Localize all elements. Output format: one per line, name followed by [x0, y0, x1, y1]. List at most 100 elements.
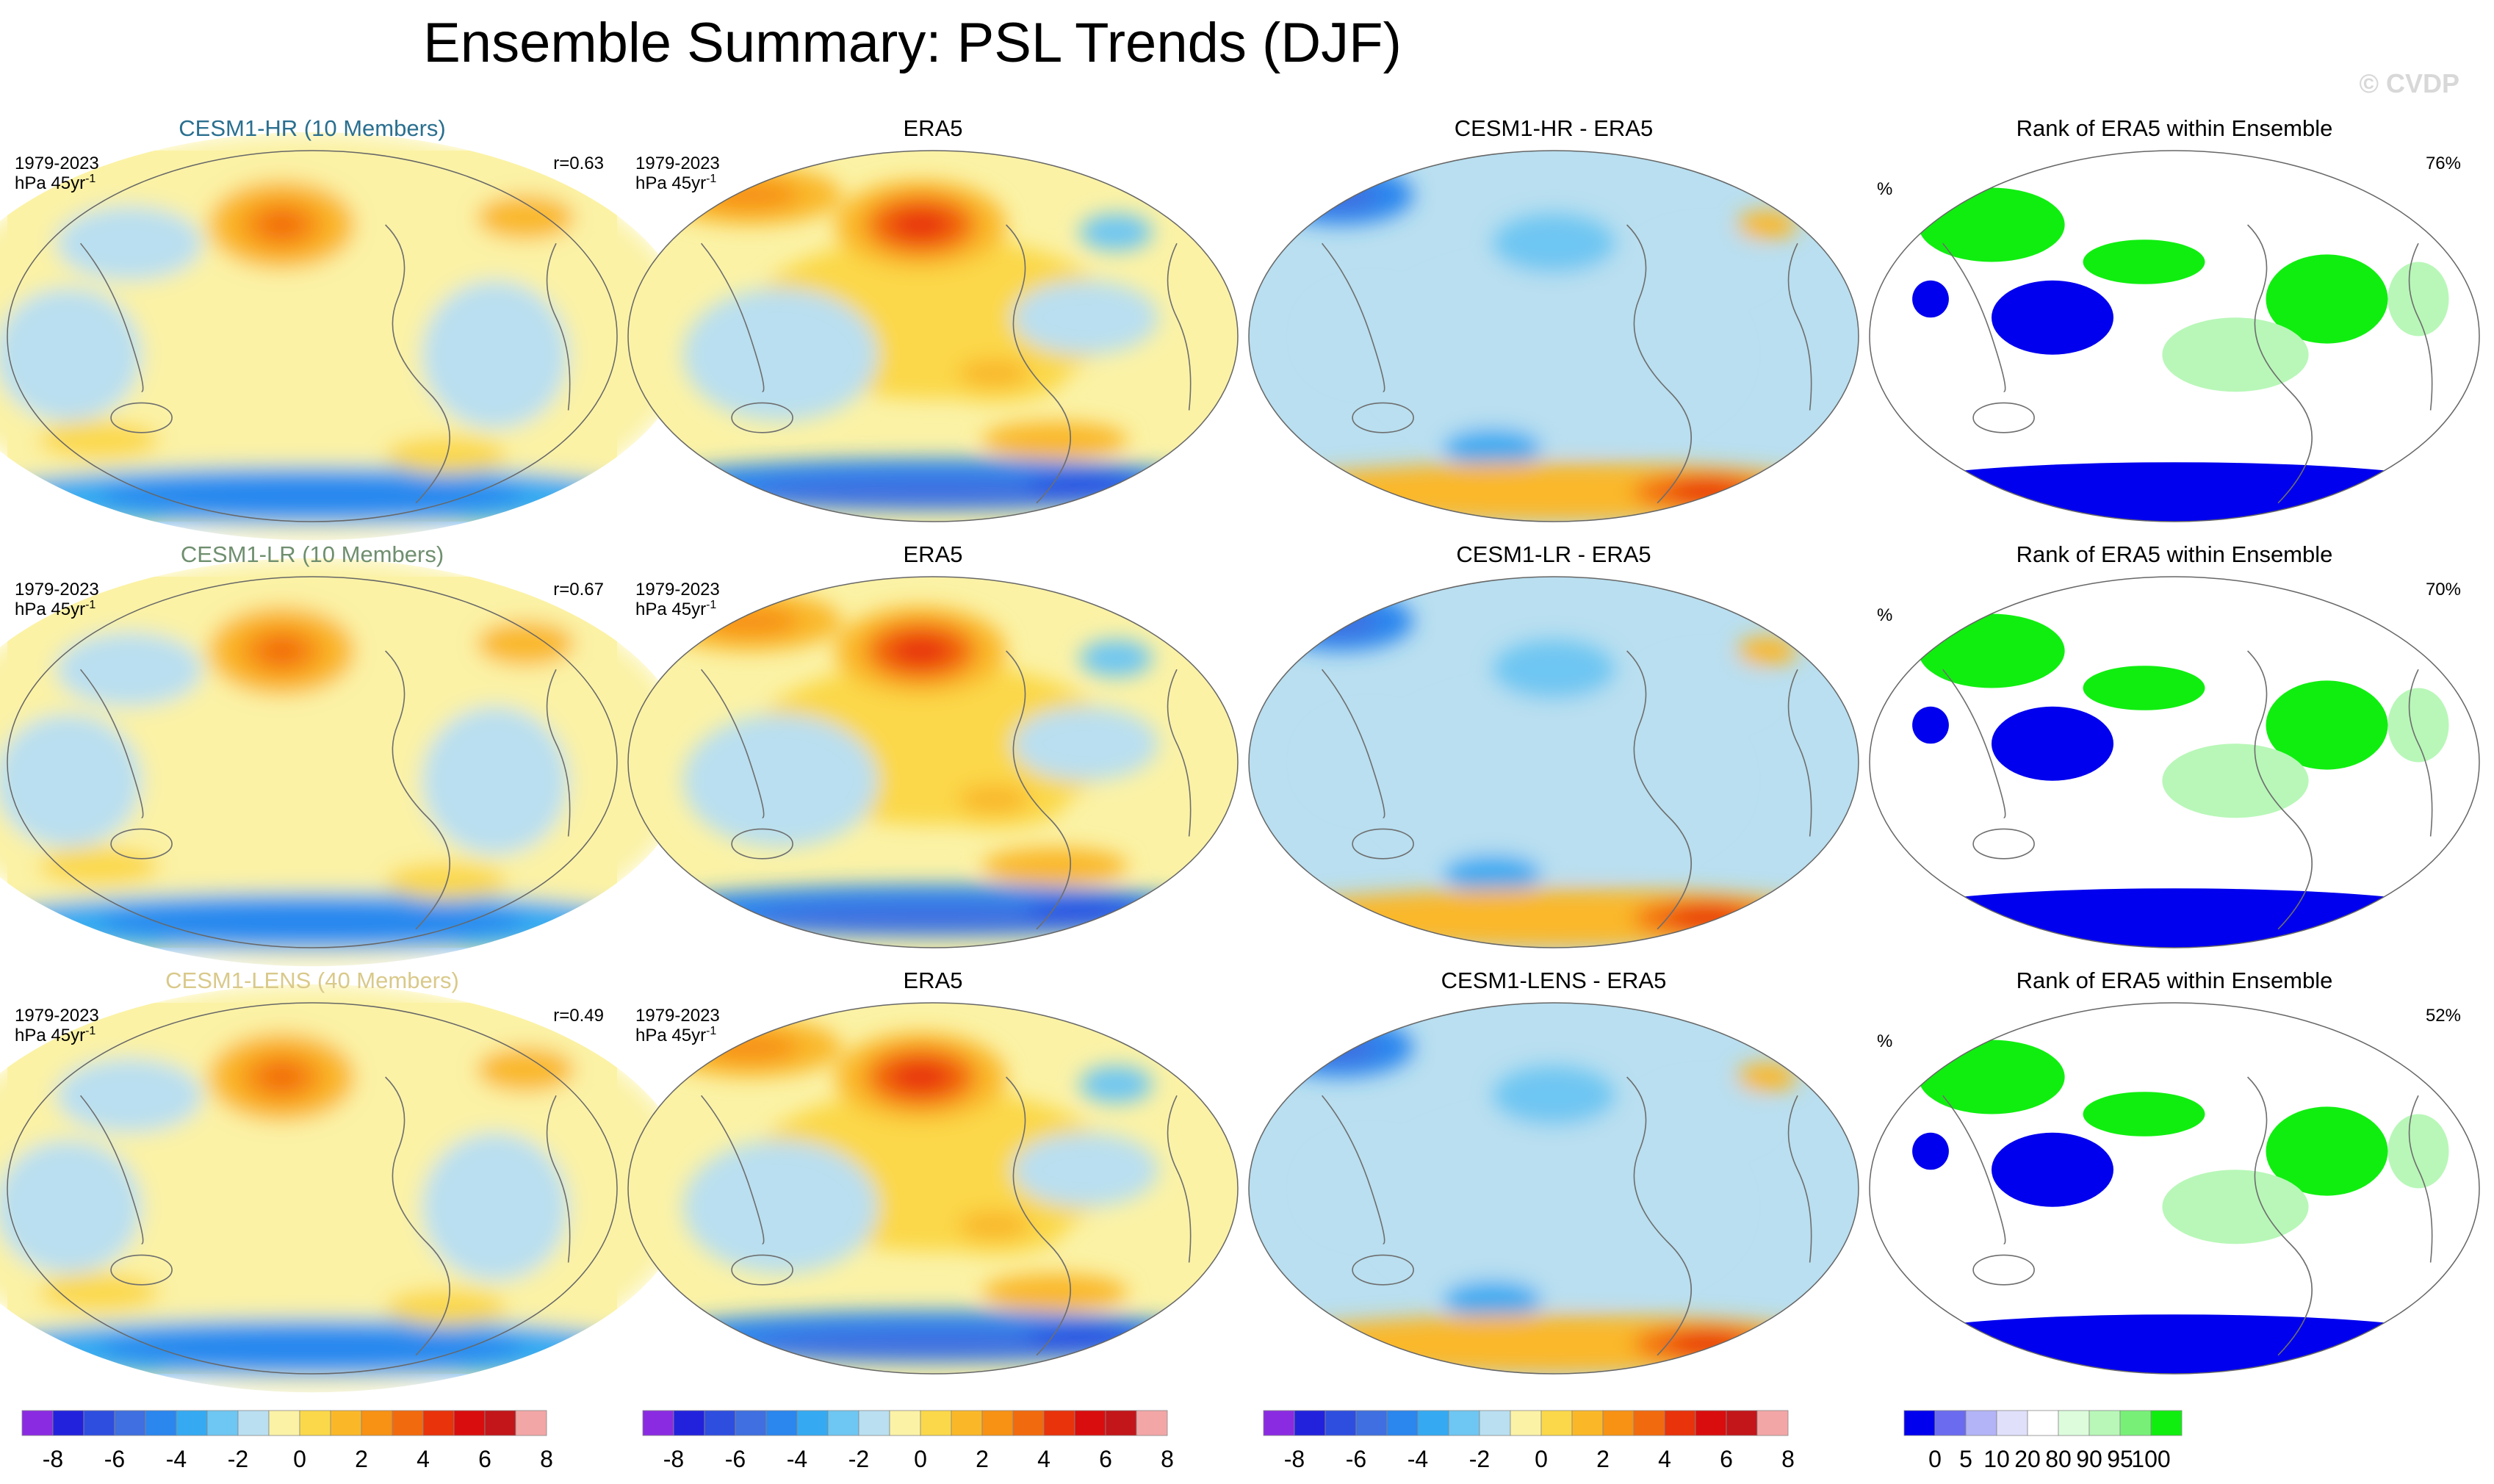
coastline-asia [79, 669, 144, 819]
field-blob [385, 862, 508, 900]
units-label: hPa 45yr-1 [15, 173, 95, 193]
globe-outline [627, 576, 1239, 948]
panel-title-obs: ERA5 [904, 541, 963, 567]
colorbar-box [704, 1410, 736, 1436]
panel-title-ensemble: CESM1-LENS (40 Members) [165, 968, 459, 993]
field-blob [37, 421, 160, 459]
coastline-americas [1626, 650, 1692, 930]
field-blob [2083, 239, 2205, 284]
colorbar-tick: -6 [725, 1446, 746, 1472]
globe-outline [1869, 576, 2480, 948]
field-blob [1079, 1065, 1153, 1103]
colorbar-tick: 2 [1596, 1446, 1610, 1472]
field-blob [477, 195, 574, 240]
field-blob [957, 1210, 1031, 1241]
colorbar-box [2027, 1410, 2059, 1436]
colorbar-box [1417, 1410, 1449, 1436]
coastline-americas [2247, 1076, 2313, 1356]
field-blob [1870, 1314, 2479, 1374]
units-exponent: -1 [706, 173, 716, 185]
coastline-americas [2247, 224, 2313, 504]
field-blob [890, 1062, 951, 1092]
colorbar-tick: 100 [2131, 1446, 2170, 1472]
colorbar-box [1633, 1410, 1665, 1436]
field-blob [1266, 165, 1414, 225]
field-blob [682, 287, 879, 422]
map-field [628, 151, 1238, 522]
coastlines [79, 1076, 571, 1356]
units-exponent: -1 [85, 173, 95, 185]
field-blob [890, 635, 951, 666]
coastline-australia [1352, 828, 1414, 860]
panel-title-diff: CESM1-LENS - ERA5 [1441, 968, 1667, 993]
colorbar-box [1043, 1410, 1075, 1436]
colorbar-tick: 0 [293, 1446, 306, 1472]
coastline-australia [1972, 1254, 2035, 1286]
pattern-correlation: r=0.63 [553, 154, 604, 173]
units-text: hPa 45yr [15, 173, 85, 193]
colorbar-box [735, 1410, 767, 1436]
colorbar-tick: 8 [1161, 1446, 1174, 1472]
field-blob [890, 209, 951, 240]
field-blob [981, 847, 1128, 885]
panel-r1-model: CESM1-LR (10 Members) r=0.67 1979-2023hPa … [0, 541, 691, 967]
colorbar-box [1540, 1410, 1573, 1436]
field-blob [1444, 854, 1542, 893]
globe-outline [7, 1002, 618, 1375]
field-blob [2022, 299, 2083, 336]
field-blob [0, 287, 142, 422]
colorbar-tick: 0 [1928, 1446, 1942, 1472]
field-blob [1303, 606, 1377, 636]
coastline-africa [546, 1095, 571, 1263]
coastlines [79, 650, 571, 930]
units-text: hPa 45yr [635, 173, 706, 193]
colorbar-tick: 8 [1781, 1446, 1795, 1472]
field-contours [0, 558, 691, 967]
field-blob [422, 280, 569, 429]
colorbar-box [422, 1410, 455, 1436]
period-label: 1979-2023 [635, 1006, 720, 1026]
colorbar-box [1934, 1410, 1967, 1436]
field-blob [1012, 280, 1159, 355]
field-blob [1444, 1281, 1542, 1319]
field-blob [98, 903, 526, 940]
colorbar-box [981, 1410, 1014, 1436]
field-blob [682, 1139, 879, 1274]
field-blob [1303, 180, 1377, 210]
colorbar-tick: -2 [848, 1446, 869, 1472]
field-blob [1737, 1062, 1798, 1092]
globe-outline [7, 576, 618, 948]
panel-r1-rank: Rank of ERA5 within Ensemble 70%% [1869, 541, 2480, 948]
coastlines [1321, 1076, 1812, 1356]
colorbar-box [673, 1410, 705, 1436]
field-blob [2266, 680, 2388, 770]
map-field [1249, 151, 1859, 522]
colorbar-box [206, 1410, 239, 1436]
coastline-africa [2408, 1095, 2433, 1263]
colorbar-box [2119, 1410, 2152, 1436]
units-label: hPa 45yr-1 [635, 1025, 716, 1045]
colorbar-box [1479, 1410, 1511, 1436]
colorbar-box [330, 1410, 362, 1436]
field-blob [1079, 213, 1153, 251]
units-text: hPa 45yr [15, 1026, 85, 1045]
colorbar-tick: 20 [2014, 1446, 2041, 1472]
coastline-australia [110, 1254, 173, 1286]
field-blob [1371, 688, 1737, 874]
panel-title-obs: ERA5 [904, 968, 963, 993]
field-blob [2266, 254, 2388, 344]
coastlines [1942, 224, 2433, 504]
field-blob [1079, 639, 1153, 677]
colorbar-box [1263, 1410, 1295, 1436]
coastline-africa [546, 669, 571, 837]
colorbar-box [299, 1410, 331, 1436]
field-blob [422, 706, 569, 855]
coastlines [1321, 224, 1812, 504]
field-blob [477, 1047, 574, 1092]
coastline-australia [110, 828, 173, 860]
rank-units: % [1877, 179, 1892, 199]
field-blob [981, 421, 1128, 459]
panel-title-diff: CESM1-HR - ERA5 [1455, 115, 1653, 141]
